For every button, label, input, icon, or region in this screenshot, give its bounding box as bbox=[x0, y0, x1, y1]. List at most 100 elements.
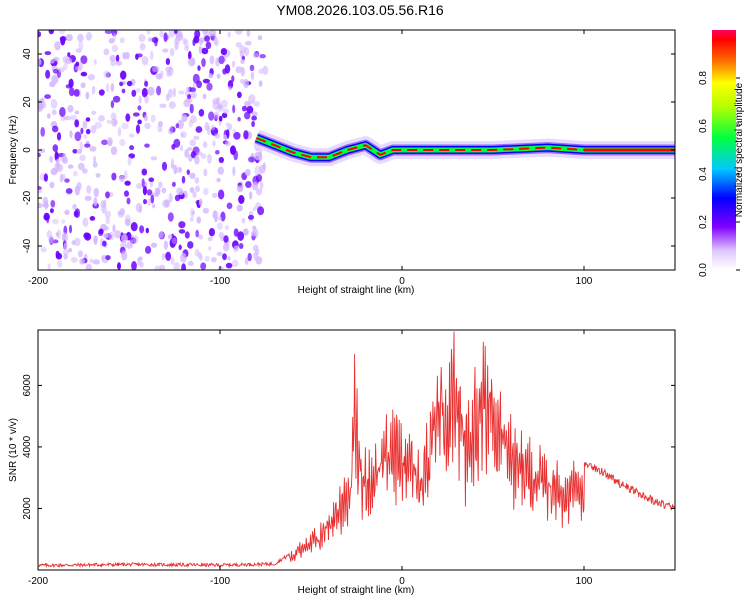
noise-blob bbox=[40, 246, 47, 253]
noise-blob bbox=[227, 123, 233, 131]
noise-blob bbox=[185, 86, 191, 92]
noise-blob bbox=[48, 235, 55, 244]
snr-frame bbox=[37, 329, 676, 571]
noise-blob bbox=[144, 80, 149, 87]
noise-blob bbox=[126, 80, 133, 87]
noise-blob bbox=[38, 152, 41, 158]
noise-blob bbox=[167, 234, 173, 240]
noise-blob bbox=[79, 141, 83, 151]
noise-blob bbox=[93, 155, 97, 164]
noise-blob bbox=[103, 226, 110, 231]
noise-blob bbox=[195, 126, 203, 133]
noise-blob bbox=[101, 255, 105, 261]
noise-blob bbox=[38, 189, 43, 194]
noise-blob bbox=[239, 50, 244, 58]
noise-blob bbox=[225, 262, 233, 269]
noise-blob bbox=[60, 36, 66, 46]
noise-blob bbox=[57, 67, 65, 73]
noise-blob bbox=[105, 72, 111, 78]
noise-blob bbox=[135, 124, 141, 134]
noise-blob bbox=[198, 45, 202, 54]
x-tick-label: 100 bbox=[576, 276, 593, 287]
noise-blob bbox=[64, 57, 73, 65]
noise-blob bbox=[144, 114, 148, 122]
noise-blob bbox=[102, 240, 107, 247]
noise-blob bbox=[103, 48, 110, 56]
colorbar-tick-label: 0.0 bbox=[698, 263, 709, 277]
noise-blob bbox=[237, 185, 244, 193]
noise-blob bbox=[112, 224, 116, 233]
noise-blob bbox=[207, 236, 213, 242]
x-tick-label: -100 bbox=[210, 276, 230, 287]
noise-blob bbox=[199, 255, 203, 261]
noise-blob bbox=[141, 178, 145, 188]
noise-blob bbox=[56, 163, 64, 172]
noise-blob bbox=[206, 82, 213, 91]
noise-blob bbox=[168, 30, 176, 38]
noise-blob bbox=[192, 38, 196, 47]
noise-blob bbox=[91, 110, 97, 116]
snr-xlabel: Height of straight line (km) bbox=[298, 585, 415, 596]
noise-blob bbox=[212, 140, 216, 147]
noise-blob bbox=[131, 89, 137, 97]
noise-blob bbox=[216, 104, 224, 112]
noise-blob bbox=[147, 198, 152, 206]
noise-blob bbox=[175, 123, 180, 129]
noise-blob bbox=[236, 204, 243, 212]
noise-blob bbox=[144, 95, 149, 104]
noise-blob bbox=[77, 250, 83, 258]
noise-blob bbox=[74, 237, 81, 247]
noise-blob bbox=[111, 44, 119, 53]
noise-blob bbox=[159, 30, 164, 38]
noise-blob bbox=[204, 122, 210, 131]
noise-blob bbox=[218, 115, 223, 122]
noise-blob bbox=[240, 58, 245, 64]
noise-blob bbox=[258, 68, 264, 75]
noise-blob bbox=[189, 172, 196, 179]
noise-blob bbox=[110, 100, 115, 109]
noise-blob bbox=[75, 65, 81, 71]
noise-blob bbox=[95, 173, 101, 178]
noise-blob bbox=[152, 203, 156, 209]
noise-blob bbox=[220, 211, 226, 222]
noise-blob bbox=[111, 172, 117, 181]
noise-blob bbox=[222, 253, 227, 261]
chart-title: YM08.2026.103.05.56.R16 bbox=[276, 2, 444, 18]
noise-blob bbox=[42, 196, 49, 206]
noise-blob bbox=[217, 166, 224, 175]
noise-blob bbox=[233, 150, 239, 161]
noise-blob bbox=[204, 35, 211, 42]
x-tick-label: 0 bbox=[399, 576, 405, 587]
noise-blob bbox=[137, 105, 142, 111]
noise-blob bbox=[87, 74, 95, 81]
noise-blob bbox=[56, 132, 62, 141]
noise-blob bbox=[65, 34, 73, 42]
noise-blob bbox=[169, 125, 174, 136]
noise-blob bbox=[126, 197, 131, 205]
noise-blob bbox=[202, 78, 210, 84]
noise-blob bbox=[82, 120, 88, 129]
noise-blob bbox=[224, 64, 231, 74]
noise-blob bbox=[216, 222, 223, 230]
noise-blob bbox=[63, 115, 71, 121]
noise-blob bbox=[47, 263, 51, 270]
noise-blob bbox=[190, 208, 195, 218]
noise-blob bbox=[194, 177, 200, 184]
noise-blob bbox=[192, 191, 197, 198]
noise-blob bbox=[212, 100, 220, 110]
noise-blob bbox=[67, 164, 74, 169]
noise-blob bbox=[232, 128, 237, 133]
noise-blob bbox=[224, 225, 229, 231]
noise-blob bbox=[173, 30, 178, 35]
noise-blob bbox=[180, 252, 187, 263]
noise-blob bbox=[50, 98, 58, 109]
noise-blob bbox=[233, 131, 241, 140]
noise-blob bbox=[91, 85, 96, 95]
noise-blob bbox=[179, 190, 184, 196]
noise-blob bbox=[119, 175, 125, 182]
noise-blob bbox=[110, 83, 115, 92]
noise-blob bbox=[101, 139, 108, 146]
noise-blob bbox=[50, 168, 58, 176]
noise-blob bbox=[124, 218, 131, 227]
noise-blob bbox=[133, 235, 139, 244]
